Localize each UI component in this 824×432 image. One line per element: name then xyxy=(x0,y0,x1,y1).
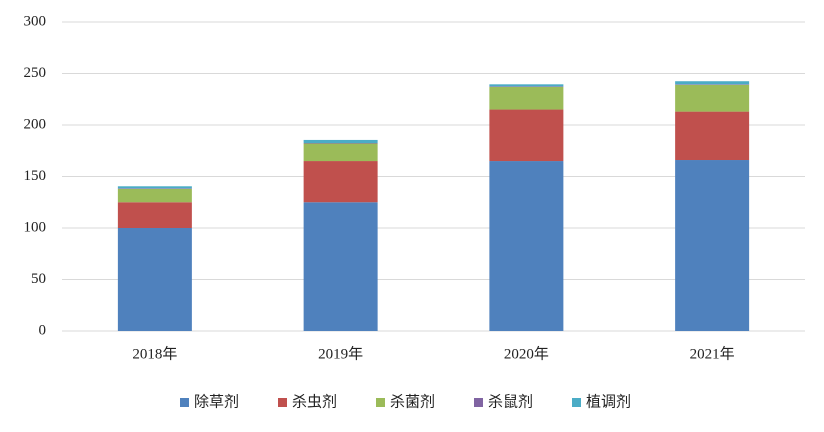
bar-segment xyxy=(303,202,378,331)
bar-segment xyxy=(303,161,378,203)
legend-swatch xyxy=(474,398,483,407)
y-tick-label: 250 xyxy=(24,65,47,81)
x-tick-label: 2019年 xyxy=(318,345,363,362)
legend-swatch xyxy=(278,398,287,407)
bar-segment xyxy=(117,186,192,189)
bar-segment xyxy=(675,84,750,112)
y-tick-label: 50 xyxy=(31,271,46,287)
bar-segment xyxy=(489,161,564,331)
bar-segment xyxy=(117,188,192,203)
x-tick-label: 2020年 xyxy=(504,345,549,362)
bar-segment xyxy=(675,84,750,85)
bar-segment xyxy=(117,228,192,331)
legend-label: 杀菌剂 xyxy=(390,393,435,410)
y-tick-label: 100 xyxy=(24,219,47,235)
legend-label: 除草剂 xyxy=(194,393,239,410)
bar-segment xyxy=(117,188,192,189)
legend-swatch xyxy=(180,398,189,407)
bar-segment xyxy=(303,139,378,144)
bar-segment xyxy=(117,202,192,228)
y-tick-label: 0 xyxy=(39,322,47,338)
bar-segment xyxy=(675,81,750,85)
bar-segment xyxy=(489,86,564,87)
y-tick-label: 200 xyxy=(24,116,47,132)
bar-segment xyxy=(675,160,750,331)
bar-segment xyxy=(303,143,378,162)
bar-segment xyxy=(303,143,378,144)
y-tick-label: 150 xyxy=(24,168,47,184)
legend-label: 杀鼠剂 xyxy=(488,393,533,410)
x-tick-label: 2018年 xyxy=(132,345,177,362)
bar-segment xyxy=(489,84,564,87)
legend-label: 杀虫剂 xyxy=(292,393,337,410)
x-tick-label: 2021年 xyxy=(690,345,735,362)
bar-segment xyxy=(489,109,564,162)
bar-segment xyxy=(489,86,564,110)
legend-swatch xyxy=(572,398,581,407)
legend-swatch xyxy=(376,398,385,407)
y-tick-label: 300 xyxy=(24,13,47,29)
bar-segment xyxy=(675,111,750,161)
legend-label: 植调剂 xyxy=(586,393,631,410)
